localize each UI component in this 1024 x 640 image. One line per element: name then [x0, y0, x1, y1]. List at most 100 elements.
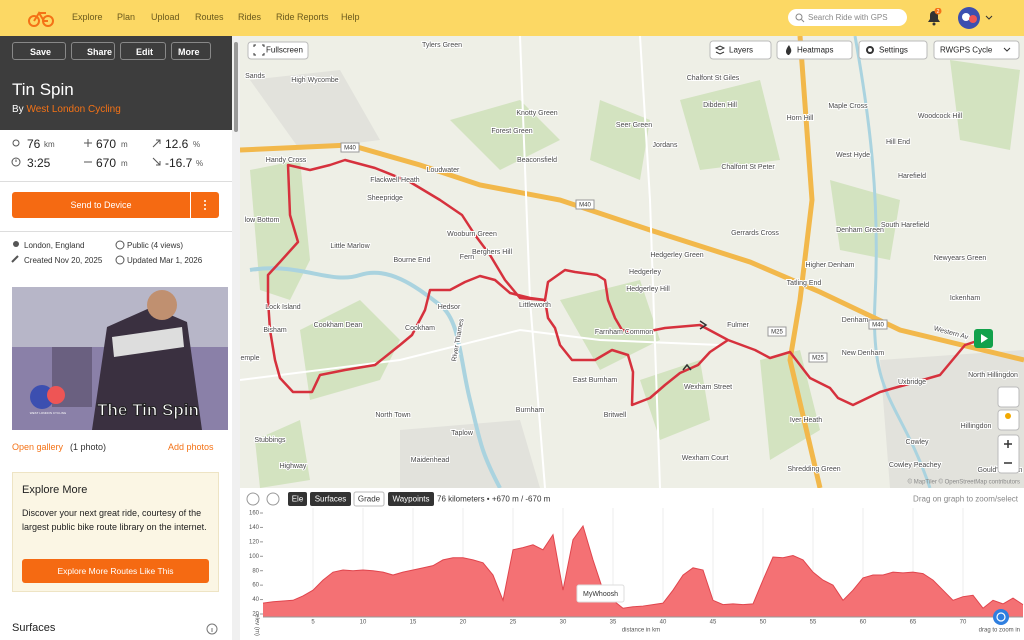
share-button[interactable]: Share	[71, 42, 115, 60]
route-photo[interactable]: WEST LONDON CYCLING The Tin Spin	[12, 287, 228, 430]
visibility: Public (4 views)	[127, 241, 184, 250]
map-3d-button[interactable]	[997, 386, 1020, 408]
collapse-button[interactable]	[246, 492, 260, 506]
nav-link[interactable]: Upload	[151, 12, 180, 22]
toggle-button[interactable]	[353, 491, 385, 507]
place-label: Uxbridge	[898, 379, 926, 386]
nav-link[interactable]: Plan	[117, 12, 136, 22]
place-label: Wexham Street	[684, 384, 732, 391]
place-label: Cookham	[405, 325, 435, 332]
search-box[interactable]: Search Ride with GPS	[788, 9, 907, 26]
zoom-controls[interactable]	[997, 434, 1020, 474]
y-tick-label: 80	[252, 568, 259, 574]
nav-link[interactable]: Help	[341, 12, 360, 22]
button-label: Edit	[136, 47, 153, 57]
toggle-label: Surfaces	[315, 495, 347, 504]
send-menu-button[interactable]	[191, 192, 219, 218]
place-label: Harefield	[898, 173, 926, 180]
place-label: Hedsor	[438, 304, 461, 311]
help-icon	[996, 612, 1006, 622]
more-button[interactable]: More	[171, 42, 211, 60]
nav-link[interactable]: Ride Reports	[276, 12, 329, 22]
avatar[interactable]	[957, 6, 995, 30]
info-icons	[11, 240, 125, 265]
x-tick-label: 5	[311, 620, 315, 626]
explore-button[interactable]: Explore More Routes Like This	[22, 559, 209, 583]
map[interactable]: Tylers Green High Wycombe Sands Chalfont…	[240, 36, 1024, 488]
stat-max-grade: 12.6	[165, 137, 189, 151]
scrollbar[interactable]	[232, 36, 240, 640]
place-label: Littleworth	[519, 302, 551, 309]
elevation-line	[262, 524, 1024, 609]
toggle-button[interactable]	[310, 492, 351, 506]
x-tick-label: 20	[460, 620, 467, 626]
road-shield: M40	[344, 146, 356, 152]
save-button[interactable]: Save	[12, 42, 66, 60]
place-label: Taplow	[451, 430, 474, 437]
street-view-button[interactable]	[997, 409, 1020, 431]
layers-button[interactable]: Layers	[709, 40, 772, 60]
button-label: Fullscreen	[266, 46, 303, 55]
map-attribution: © MapTiler © OpenStreetMap contributors	[908, 479, 1020, 486]
map-style-select[interactable]: RWGPS Cycle	[933, 40, 1020, 60]
nav-link[interactable]: Explore	[72, 12, 103, 22]
road-shield: M40	[872, 323, 884, 329]
place-label: Newyears Green	[934, 255, 987, 262]
author-link[interactable]: West London Cycling	[26, 104, 121, 115]
nav-link[interactable]: Rides	[238, 12, 262, 22]
button-label: Share	[87, 47, 113, 57]
place-label: Seer Green	[616, 122, 652, 129]
explore-title: Explore More	[22, 484, 88, 496]
place-label: Bisham	[263, 327, 287, 334]
expand-button[interactable]	[266, 492, 280, 506]
place-label: Berghers Hill	[472, 249, 513, 256]
place-label: Knotty Green	[516, 110, 557, 117]
direction-arrow	[682, 363, 692, 371]
help-button[interactable]	[993, 609, 1009, 625]
elevation-area	[263, 525, 1023, 617]
toggle-button[interactable]	[388, 492, 434, 506]
stat-unit: %	[193, 140, 201, 149]
elevation-summary: 76 kilometers • +670 m / -670 m	[437, 495, 551, 504]
x-tick-label: 40	[660, 620, 667, 626]
nav-link[interactable]: Routes	[195, 12, 224, 22]
place-label: East Burnham	[573, 377, 618, 384]
place-label: Forest Green	[491, 128, 532, 135]
start-marker[interactable]	[974, 329, 993, 348]
send-button[interactable]: Send to Device	[12, 192, 190, 218]
place-label: Loudwater	[427, 167, 460, 174]
add-photos-link[interactable]: Add photos	[168, 442, 214, 452]
y-axis-label: elev (m)	[253, 614, 259, 636]
info-icon[interactable]	[206, 623, 218, 635]
place-label: Gerrards Cross	[731, 230, 779, 237]
place-label: Tatling End	[787, 280, 822, 287]
gallery-link[interactable]: Open gallery	[12, 442, 64, 452]
x-tick-label: 50	[760, 620, 767, 626]
x-tick-label: 15	[410, 620, 417, 626]
x-tick-label: 10	[360, 620, 367, 626]
waypoint-box[interactable]	[576, 584, 625, 603]
stat-unit: m	[121, 159, 128, 168]
place-label: Hedgerley	[629, 269, 661, 276]
heatmaps-button[interactable]: Heatmaps	[776, 40, 853, 60]
place-label: Farnham Common	[595, 329, 653, 336]
place-label: Cowley	[906, 439, 929, 446]
place-label: Denham	[842, 317, 869, 324]
place-label: Britwell	[604, 412, 627, 419]
place-label: Hedgerley Green	[650, 252, 703, 259]
place-label: Flackwell Heath	[370, 177, 420, 184]
y-tick-label: 60	[252, 583, 259, 589]
toggle-label: Waypoints	[392, 495, 429, 504]
bell-icon[interactable]: 2	[925, 8, 943, 26]
x-tick-label: 30	[560, 620, 567, 626]
fullscreen-button[interactable]: Fullscreen	[247, 41, 309, 60]
divider	[0, 181, 232, 182]
edit-button[interactable]: Edit	[120, 42, 166, 60]
stat-time: 3:25	[27, 156, 51, 170]
road-shield: M25	[771, 330, 783, 336]
button-label: More	[178, 47, 200, 57]
settings-button[interactable]: Settings	[858, 40, 928, 60]
woodland	[250, 60, 1020, 488]
toggle-button[interactable]	[288, 492, 307, 506]
elevation-panel: Ele Surfaces Grade Waypoints 76 kilomete…	[240, 488, 1024, 640]
